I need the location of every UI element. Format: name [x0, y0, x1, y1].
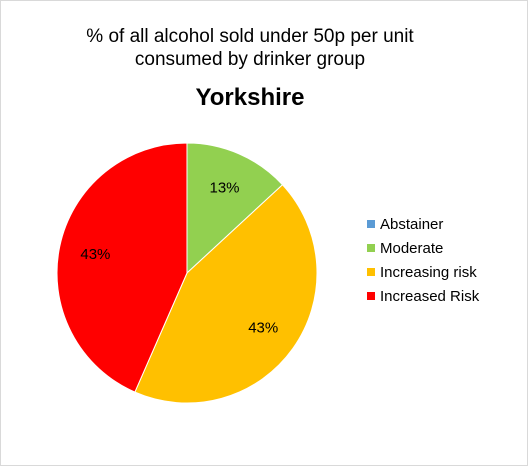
data-label-increased-risk: 43%: [80, 246, 110, 263]
legend-swatch-abstainer: [367, 220, 375, 228]
chart-title-line-2: consumed by drinker group: [134, 49, 366, 70]
legend-label-abstainer: Abstainer: [380, 215, 444, 233]
data-label-moderate: 13%: [210, 179, 240, 196]
data-label-increasing-risk: 43%: [248, 319, 278, 336]
legend-swatch-increasing-risk: [367, 268, 375, 276]
chart-title-line-1: % of all alcohol sold under 50p per unit: [86, 26, 414, 47]
legend-label-moderate: Moderate: [380, 239, 444, 257]
legend-label-increasing-risk: Increasing risk: [380, 263, 477, 281]
pie-slice-increasing-risk: [134, 184, 318, 404]
pie-slice-moderate: [186, 142, 284, 275]
legend-item-increased-risk: Increased Risk: [367, 284, 479, 308]
legend-swatch-increased-risk: [367, 292, 375, 300]
legend-item-abstainer: Abstainer: [367, 212, 479, 236]
pie-slice-increased-risk: [56, 142, 188, 393]
legend-swatch-moderate: [367, 244, 375, 252]
legend-label-increased-risk: Increased Risk: [380, 287, 480, 305]
legend-item-moderate: Moderate: [367, 236, 479, 260]
chart-subtitle: Yorkshire: [195, 84, 305, 111]
legend: Abstainer Moderate Increasing risk Incre…: [367, 212, 479, 308]
legend-item-increasing-risk: Increasing risk: [367, 260, 479, 284]
